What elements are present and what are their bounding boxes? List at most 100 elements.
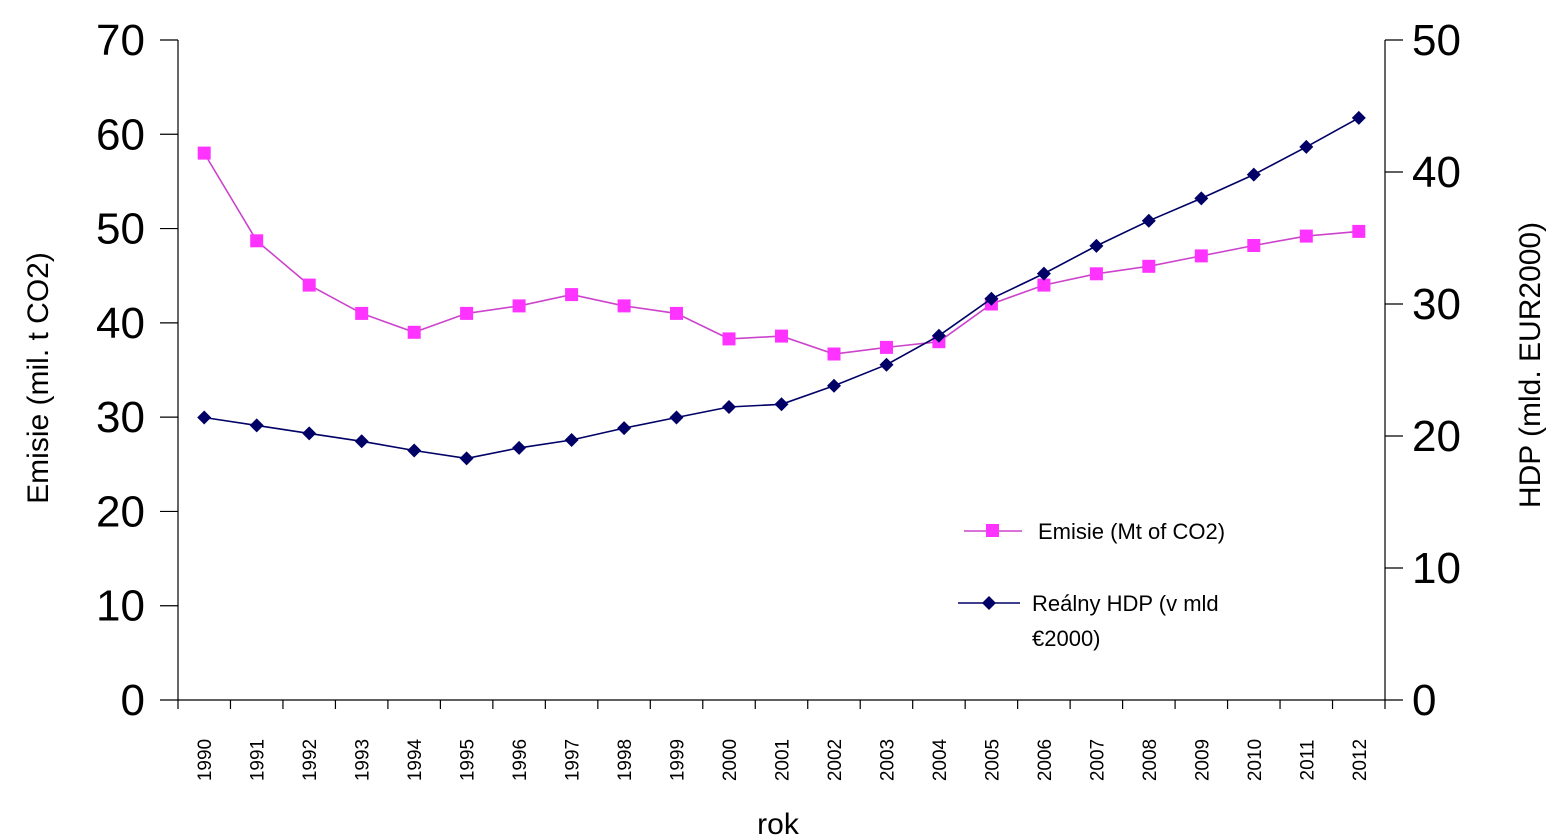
x-tick-label: 1995 (458, 739, 479, 781)
data-point-diamond (1036, 266, 1051, 281)
data-point-square (355, 306, 369, 320)
data-point-diamond (1299, 139, 1314, 154)
data-point-diamond (669, 410, 684, 425)
data-point-diamond (1194, 191, 1209, 206)
x-tick-label: 1997 (563, 739, 584, 781)
right-y-tick-label: 20 (1412, 412, 1461, 461)
x-tick-label: 2008 (1140, 739, 1161, 781)
data-point-square (880, 340, 893, 354)
x-tick-label: 2004 (930, 738, 951, 781)
data-point-square (1142, 259, 1156, 273)
legend-entry-emisie: Emisie (Mt of CO2) (964, 519, 1225, 544)
data-point-square (1247, 239, 1261, 252)
data-point-square (512, 299, 526, 313)
data-point-square (1037, 278, 1051, 292)
data-point-diamond (564, 433, 579, 447)
left-y-tick-label: 40 (96, 299, 145, 348)
data-point-square (1089, 267, 1103, 281)
data-point-square (565, 288, 579, 302)
left-y-tick-label: 0 (121, 676, 145, 725)
series-emisie (197, 146, 1366, 361)
left-y-tick-label: 50 (96, 205, 145, 254)
right-y-tick-label: 30 (1412, 280, 1461, 329)
right-y-ticks-group: 0 10 20 30 40 50 (1385, 16, 1461, 725)
x-tick-label: 1998 (615, 739, 636, 781)
data-point-diamond (249, 418, 264, 433)
left-y-tick-label: 20 (96, 487, 145, 536)
data-point-diamond (354, 434, 369, 449)
x-tick-label: 1991 (248, 739, 269, 781)
left-y-axis-title: Emisie (mil. t CO2) (22, 252, 55, 504)
data-point-square (617, 299, 631, 313)
data-point-diamond (984, 291, 999, 306)
data-point-diamond (197, 410, 212, 425)
x-tick-label: 2010 (1245, 739, 1266, 781)
data-point-square (250, 234, 264, 248)
data-point-square (670, 306, 683, 320)
axes-group (177, 40, 1386, 701)
legend-label-hdp-line2: €2000) (1032, 626, 1101, 651)
x-tick-label: 1994 (405, 738, 426, 781)
data-point-diamond (302, 426, 317, 441)
data-point-square (1299, 229, 1313, 243)
left-y-tick-label: 70 (96, 16, 145, 65)
x-tick-label: 2012 (1350, 739, 1371, 781)
left-y-tick-label: 30 (96, 393, 145, 442)
data-point-square (197, 146, 211, 160)
x-tick-label: 2002 (825, 739, 846, 781)
data-point-diamond (1246, 167, 1261, 182)
data-point-square (827, 347, 841, 361)
data-point-square (1194, 249, 1208, 263)
x-tick-label: 2007 (1087, 739, 1108, 781)
x-tick-label: 1992 (300, 739, 321, 781)
data-point-diamond (774, 397, 789, 412)
data-point-square (722, 332, 736, 346)
right-y-tick-label: 50 (1412, 16, 1461, 65)
x-tick-label: 2000 (720, 739, 741, 781)
data-point-square (407, 325, 421, 339)
series-line (203, 152, 1359, 355)
right-y-axis-title: HDP (mld. EUR2000) (1514, 222, 1547, 508)
legend: Emisie (Mt of CO2) Reálny HDP (v mld €20… (958, 519, 1225, 651)
legend-entry-hdp: Reálny HDP (v mld €2000) (958, 591, 1219, 651)
data-point-diamond (722, 400, 736, 414)
legend-marker-emisie (986, 524, 999, 537)
x-tick-label: 2006 (1035, 739, 1056, 781)
data-point-diamond (879, 357, 894, 372)
data-point-diamond (931, 328, 946, 343)
right-y-tick-label: 10 (1412, 544, 1461, 593)
data-point-diamond (1351, 110, 1366, 125)
data-point-diamond (1089, 238, 1104, 253)
series-hdp (197, 110, 1366, 466)
x-axis-title: rok (757, 808, 800, 840)
x-tick-label: 1993 (353, 739, 374, 781)
data-point-diamond (617, 421, 632, 436)
right-y-tick-label: 0 (1412, 676, 1436, 725)
left-y-tick-label: 60 (96, 110, 145, 159)
x-tick-label: 2011 (1297, 740, 1318, 781)
series-layer (197, 110, 1366, 466)
x-tick-label: 2005 (982, 739, 1003, 781)
data-point-square (775, 329, 788, 343)
left-y-tick-label: 10 (96, 582, 145, 631)
data-point-square (302, 278, 316, 292)
data-point-diamond (459, 451, 474, 466)
x-tick-label: 1990 (195, 739, 216, 781)
data-point-square (1352, 224, 1366, 238)
x-tick-label: 2003 (877, 739, 898, 781)
legend-label-hdp-line1: Reálny HDP (v mld (1032, 591, 1219, 616)
legend-marker-hdp (982, 596, 996, 610)
x-tick-label: 2001 (773, 739, 794, 781)
data-point-diamond (407, 443, 422, 458)
legend-label-emisie: Emisie (Mt of CO2) (1038, 519, 1225, 544)
data-point-diamond (512, 440, 527, 455)
right-y-tick-label: 40 (1412, 148, 1461, 197)
x-ticks-group: 1990 1991 1992 1993 1994 1995 1996 1997 1998 1999… (177, 700, 1386, 781)
data-point-diamond (1141, 213, 1156, 228)
x-tick-label: 1996 (510, 739, 531, 781)
left-y-ticks-group: 0 10 20 30 40 50 60 70 (96, 16, 178, 725)
data-point-diamond (827, 378, 841, 393)
x-tick-label: 2009 (1192, 739, 1213, 781)
x-tick-label: 1999 (668, 739, 689, 781)
